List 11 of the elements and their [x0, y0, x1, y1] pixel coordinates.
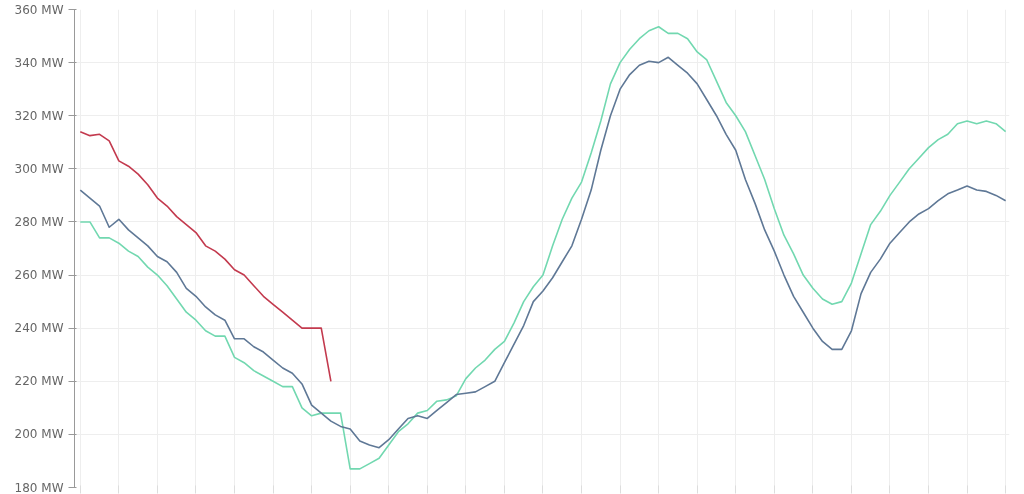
- y-tick-label: 240 MW: [14, 321, 64, 336]
- y-tick-label: 260 MW: [14, 268, 64, 283]
- y-tick-label: 360 MW: [14, 2, 64, 17]
- y-tick-label: 300 MW: [14, 161, 64, 176]
- y-tick-label: 340 MW: [14, 55, 64, 70]
- y-tick-label: 320 MW: [14, 108, 64, 123]
- line-series: [79, 130, 332, 383]
- y-tick-label: 200 MW: [14, 427, 64, 442]
- y-tick-label: 280 MW: [14, 214, 64, 229]
- y-tick-label: 220 MW: [14, 374, 64, 389]
- y-tick-label: 180 MW: [14, 480, 64, 494]
